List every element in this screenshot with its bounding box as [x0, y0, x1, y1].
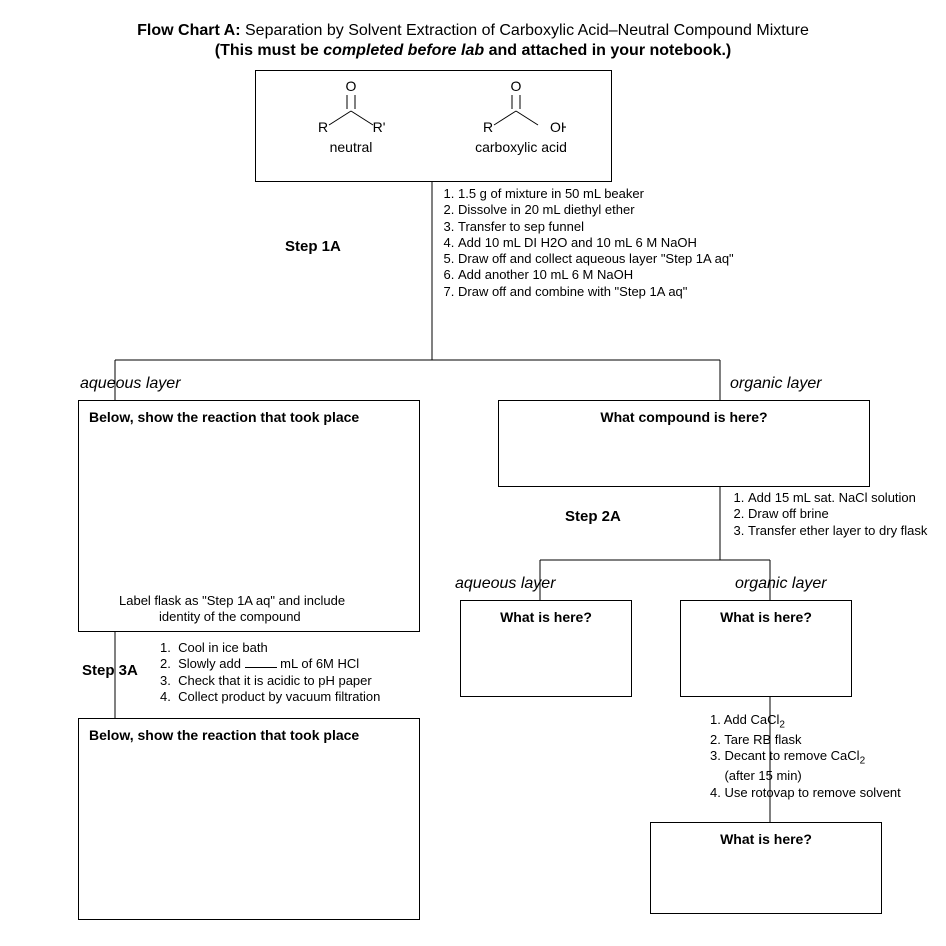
title2-post: and attached in your notebook.)	[484, 42, 731, 59]
final-product-box: What is here?	[650, 822, 882, 914]
title-line-2: (This must be completed before lab and a…	[0, 42, 946, 60]
aqueous-footer-1: Label flask as "Step 1A aq" and include	[119, 593, 345, 608]
svg-text:R: R	[483, 119, 493, 134]
title2-pre: (This must be	[215, 42, 323, 59]
step2a-item: Draw off brine	[748, 506, 940, 522]
aqueous-layer-1-label: aqueous layer	[80, 375, 181, 393]
organic-compound-prompt: What compound is here?	[499, 409, 869, 425]
step-3a-list: 1. Cool in ice bath 2. Slowly add mL of …	[160, 640, 440, 705]
step1a-item: Dissolve in 20 mL diethyl ether	[458, 202, 810, 218]
step3a-reaction-prompt: Below, show the reaction that took place	[89, 727, 359, 743]
organic-layer-2-label: organic layer	[735, 575, 827, 593]
step2a-postorg-list: 1. Add CaCl2 2. Tare RB flask 3. Decant …	[710, 712, 940, 801]
svg-text:OH: OH	[550, 119, 566, 134]
step-2a-list: Add 15 mL sat. NaCl solution Draw off br…	[730, 490, 940, 539]
step-2a-label: Step 2A	[565, 508, 621, 525]
atom-o: O	[346, 79, 357, 94]
step3a-item: 4. Collect product by vacuum filtration	[160, 689, 440, 705]
title2-em: completed before lab	[323, 42, 484, 59]
postorg-item: 1. Add CaCl2	[710, 712, 940, 732]
title-rest: Separation by Solvent Extraction of Carb…	[241, 22, 809, 39]
step2a-aqueous-prompt: What is here?	[461, 609, 631, 625]
aqueous-reaction-prompt: Below, show the reaction that took place	[89, 409, 359, 425]
aqueous-reaction-box: Below, show the reaction that took place…	[78, 400, 420, 632]
organic-compound-box: What compound is here?	[498, 400, 870, 487]
acid-molecule: O R OH carboxylic acid	[451, 79, 591, 155]
step-1a-list: 1.5 g of mixture in 50 mL beaker Dissolv…	[440, 186, 810, 300]
postorg-item: 4. Use rotovap to remove solvent	[710, 785, 940, 801]
step1a-item: Draw off and combine with "Step 1A aq"	[458, 284, 810, 300]
svg-text:R: R	[318, 119, 328, 134]
step2a-item: Add 15 mL sat. NaCl solution	[748, 490, 940, 506]
step2a-item: Transfer ether layer to dry flask	[748, 523, 940, 539]
organic-layer-1-label: organic layer	[730, 375, 822, 393]
step1a-item: Transfer to sep funnel	[458, 219, 810, 235]
step2a-organic-box: What is here?	[680, 600, 852, 697]
aqueous-footer-2: identity of the compound	[159, 609, 301, 624]
step1a-item: Draw off and collect aqueous layer "Step…	[458, 251, 810, 267]
title-prefix: Flow Chart A:	[137, 22, 240, 39]
postorg-item: 3. Decant to remove CaCl2	[710, 748, 940, 768]
svg-text:O: O	[511, 79, 522, 94]
neutral-molecule: O R R' neutral	[296, 79, 406, 155]
acid-label: carboxylic acid	[451, 139, 591, 155]
title-line-1: Flow Chart A: Separation by Solvent Extr…	[0, 22, 946, 40]
svg-text:R': R'	[373, 119, 386, 134]
step2a-aqueous-box: What is here?	[460, 600, 632, 697]
neutral-label: neutral	[296, 139, 406, 155]
aqueous-layer-2-label: aqueous layer	[455, 575, 556, 593]
step3a-reaction-box: Below, show the reaction that took place	[78, 718, 420, 920]
step-1a-label: Step 1A	[285, 238, 341, 255]
step2a-organic-prompt: What is here?	[681, 609, 851, 625]
step1a-item: 1.5 g of mixture in 50 mL beaker	[458, 186, 810, 202]
step-3a-label: Step 3A	[82, 662, 138, 679]
step1a-item: Add 10 mL DI H2O and 10 mL 6 M NaOH	[458, 235, 810, 251]
step1a-item: Add another 10 mL 6 M NaOH	[458, 267, 810, 283]
step3a-item: 3. Check that it is acidic to pH paper	[160, 673, 440, 689]
postorg-item: (after 15 min)	[710, 768, 940, 784]
step3a-item: 2. Slowly add mL of 6M HCl	[160, 656, 440, 672]
final-product-prompt: What is here?	[651, 831, 881, 847]
postorg-item: 2. Tare RB flask	[710, 732, 940, 748]
step3a-item: 1. Cool in ice bath	[160, 640, 440, 656]
starting-mixture-box: O R R' neutral O R OH carboxylic acid	[255, 70, 612, 182]
